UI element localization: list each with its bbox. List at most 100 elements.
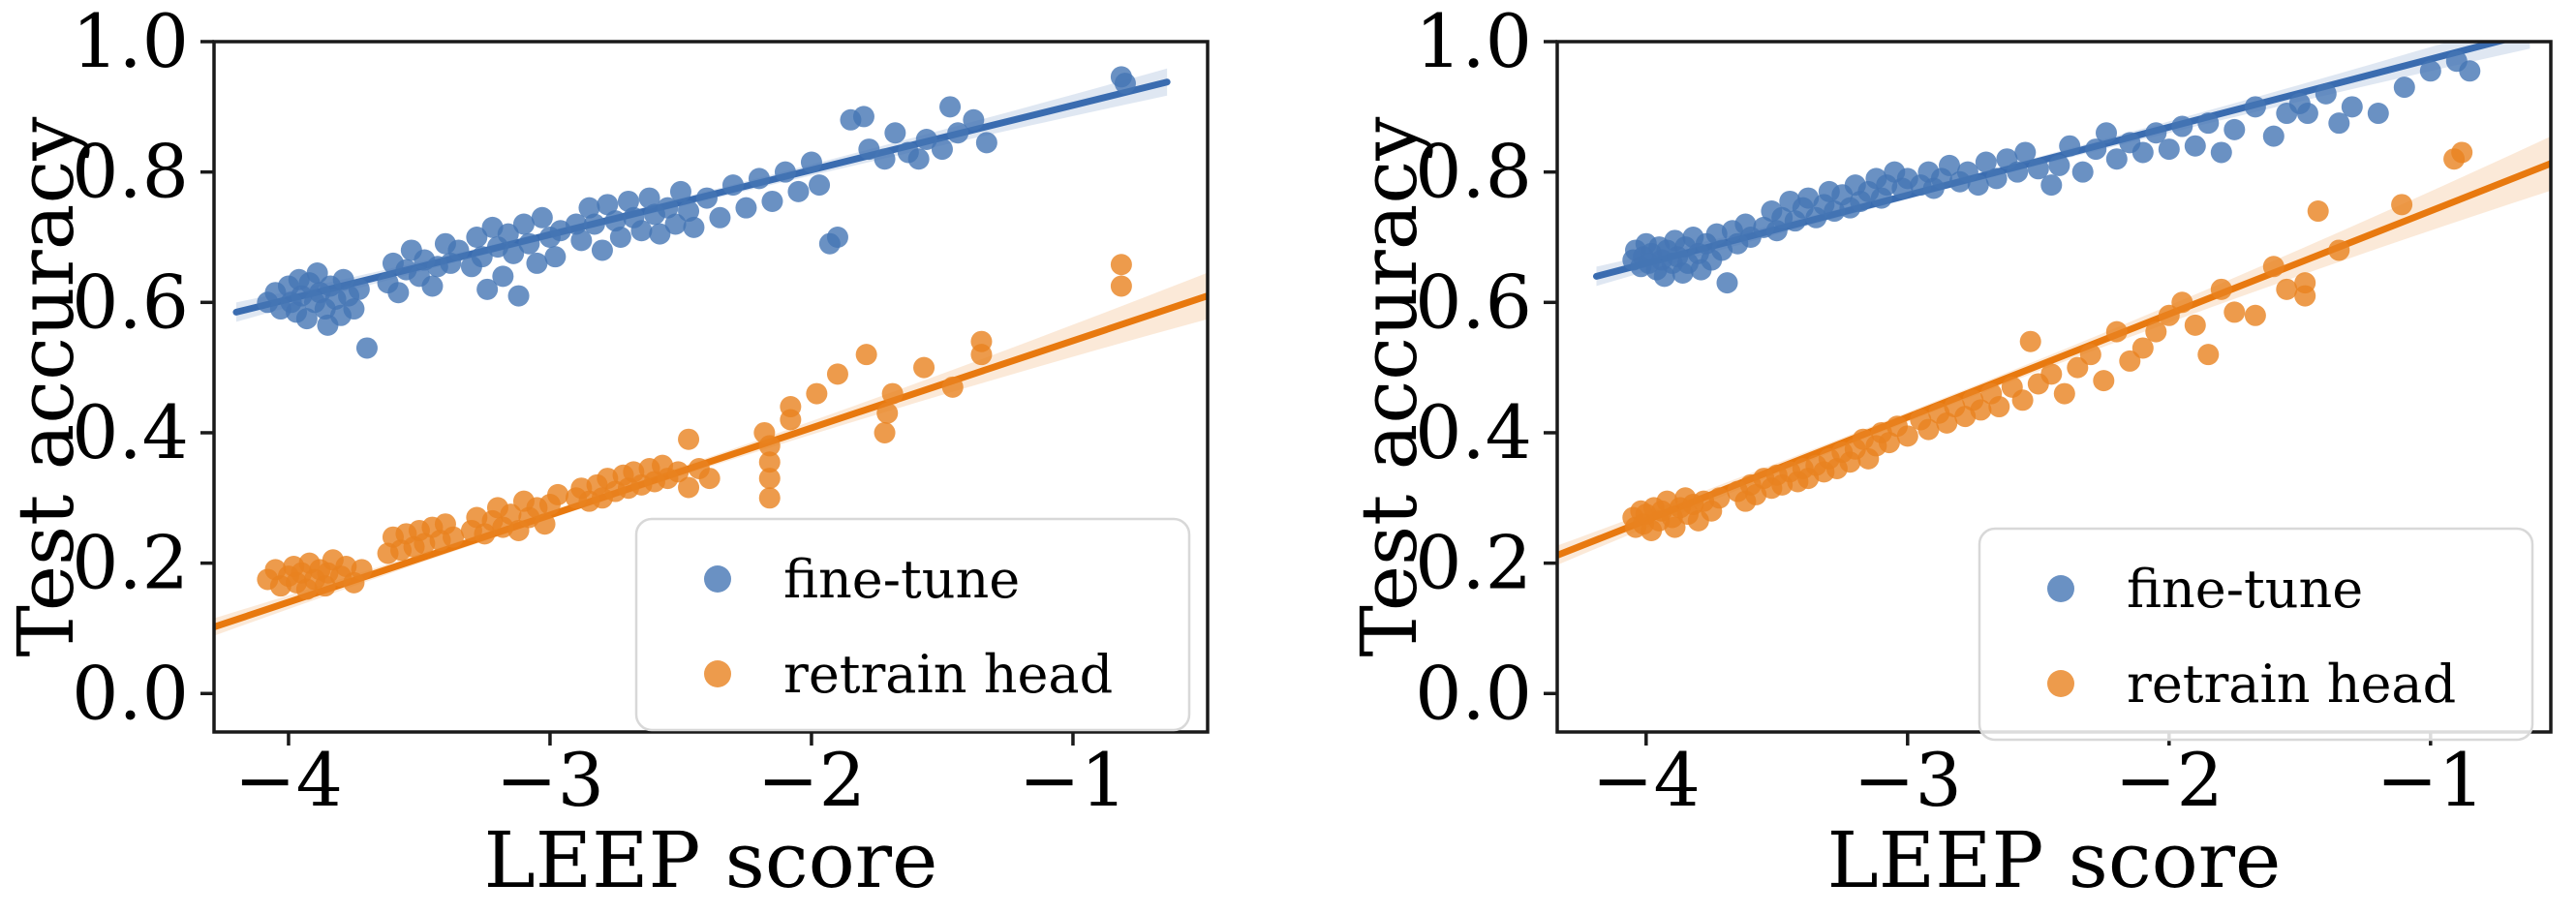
scatter-point bbox=[2184, 135, 2206, 157]
series-points-retrain-head bbox=[257, 254, 1132, 600]
scatter-point bbox=[2367, 103, 2389, 125]
scatter-point bbox=[855, 344, 877, 366]
y-tick-label: 0.0 bbox=[72, 650, 189, 736]
scatter-point bbox=[748, 168, 770, 190]
scatter-point bbox=[884, 122, 906, 144]
scatter-point bbox=[2093, 370, 2115, 392]
y-axis-label: Test accuracy bbox=[1, 117, 91, 657]
scatter-point bbox=[2315, 82, 2337, 105]
scatter-point bbox=[2294, 285, 2316, 307]
scatter-point bbox=[1110, 275, 1132, 297]
scatter-point bbox=[2096, 122, 2117, 144]
legend-marker-blue-dot bbox=[2047, 575, 2074, 602]
x-tick-label: −3 bbox=[496, 737, 604, 823]
scatter-point bbox=[1967, 174, 1989, 197]
y-tick-label: 0.8 bbox=[72, 129, 189, 215]
scatter-point bbox=[2276, 278, 2298, 300]
scatter-point bbox=[2040, 174, 2063, 197]
scatter-point bbox=[570, 229, 593, 252]
scatter-point bbox=[2171, 115, 2193, 137]
scatter-point bbox=[826, 226, 848, 248]
scatter-point bbox=[1896, 425, 1918, 447]
scatter-point bbox=[2158, 304, 2180, 326]
y-tick-label: 0.2 bbox=[1415, 520, 1532, 606]
scatter-point bbox=[544, 246, 567, 268]
scatter-point bbox=[2040, 363, 2063, 385]
scatter-point bbox=[2119, 350, 2141, 372]
scatter-point bbox=[2459, 60, 2481, 82]
scatter-point bbox=[348, 278, 370, 300]
series-points-retrain-head bbox=[1622, 141, 2473, 541]
scatter-point bbox=[698, 468, 721, 490]
scatter-point bbox=[858, 138, 880, 161]
x-tick-label: −1 bbox=[2377, 737, 2485, 823]
series-points-fine-tune bbox=[257, 66, 1136, 359]
scatter-point bbox=[583, 213, 605, 235]
scatter-point bbox=[735, 197, 757, 219]
scatter-point bbox=[2341, 96, 2363, 118]
scatter-point bbox=[547, 483, 569, 505]
scatter-point bbox=[306, 262, 328, 285]
scatter-point bbox=[518, 232, 540, 255]
scatter-point bbox=[2223, 118, 2246, 140]
scatter-point bbox=[565, 213, 587, 235]
scatter-point bbox=[2131, 141, 2154, 164]
scatter-point bbox=[343, 298, 365, 320]
x-tick-label: −4 bbox=[1592, 737, 1701, 823]
scatter-point bbox=[852, 106, 874, 128]
scatter-point bbox=[2210, 141, 2232, 164]
scatter-point bbox=[471, 246, 493, 268]
plot-contents bbox=[1557, 42, 2551, 565]
scatter-point bbox=[2451, 141, 2473, 164]
scatter-point bbox=[2244, 96, 2266, 118]
legend-box bbox=[1978, 527, 2534, 742]
scatter-point bbox=[931, 138, 953, 161]
scatter-point bbox=[975, 132, 997, 154]
scatter-point bbox=[2244, 304, 2266, 326]
scatter-point bbox=[512, 213, 535, 235]
scatter-point bbox=[2391, 194, 2413, 216]
scatter-point bbox=[1110, 254, 1132, 276]
y-tick-label: 0.6 bbox=[72, 259, 189, 345]
scatter-point bbox=[2197, 112, 2220, 135]
scatter-point bbox=[1970, 399, 1992, 421]
scatter-point bbox=[1988, 396, 2010, 418]
scatter-point bbox=[970, 344, 993, 366]
scatter-point bbox=[787, 180, 810, 202]
scatter-point bbox=[295, 308, 318, 330]
scatter-point bbox=[638, 187, 660, 209]
scatter-point bbox=[1114, 73, 1136, 95]
scatter-point bbox=[2067, 356, 2089, 379]
scatter-point bbox=[2393, 76, 2415, 99]
scatter-point bbox=[355, 337, 378, 359]
scatter-point bbox=[758, 468, 781, 490]
y-tick-label: 0.6 bbox=[1415, 259, 1532, 345]
left-plot: −4 −3 −2 −1 0.0 0.2 0.4 0.6 0.8 1.0 LEEP score Test… bbox=[1, 0, 1210, 905]
scatter-point bbox=[881, 382, 904, 405]
scatter-point bbox=[2105, 320, 2128, 343]
scatter-point bbox=[2158, 138, 2180, 161]
scatter-point bbox=[2079, 344, 2101, 366]
scatter-point bbox=[1708, 487, 1731, 509]
scatter-point bbox=[500, 503, 522, 526]
scatter-point bbox=[2223, 301, 2246, 323]
axes-spines bbox=[212, 40, 1210, 734]
scatter-point bbox=[526, 252, 548, 274]
y-tick-label: 0.4 bbox=[1415, 389, 1532, 475]
scatter-point bbox=[915, 128, 937, 150]
scatter-point bbox=[2145, 122, 2167, 144]
x-tick-label: −2 bbox=[757, 737, 866, 823]
scatter-point bbox=[507, 285, 530, 307]
scatter-point bbox=[874, 421, 896, 443]
scatter-point bbox=[1975, 151, 1997, 173]
scatter-point bbox=[780, 409, 802, 431]
legend-label: retrain head bbox=[2127, 654, 2456, 715]
y-tick-label: 0.0 bbox=[1415, 650, 1532, 736]
legend-label: retrain head bbox=[783, 644, 1113, 705]
scatter-point bbox=[2419, 60, 2441, 82]
scatter-point bbox=[2210, 278, 2232, 300]
scatter-point bbox=[466, 226, 488, 248]
scatter-point bbox=[664, 213, 687, 235]
scatter-point bbox=[963, 108, 985, 131]
